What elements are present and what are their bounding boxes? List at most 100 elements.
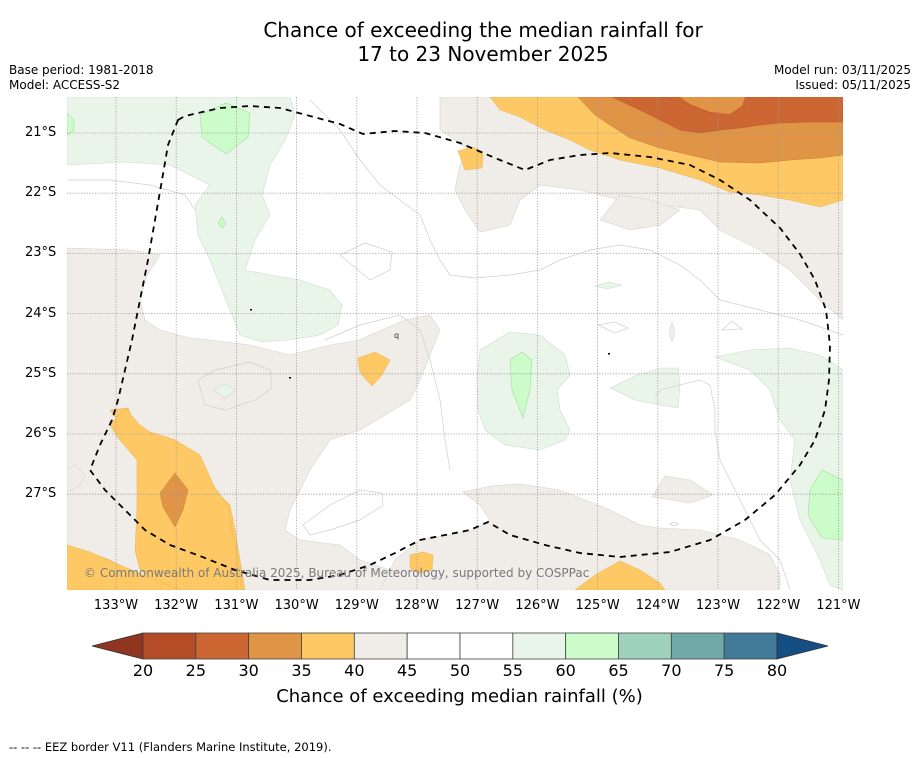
contour-10 (669, 521, 679, 527)
colorbar-bin (142, 632, 197, 660)
latitude-label: 23°S (25, 245, 57, 261)
colorbar-tick-label: 40 (344, 661, 365, 680)
green-patch-small-1 (213, 383, 236, 399)
colorbar-tick-label: 30 (238, 661, 259, 680)
eez-border (88, 105, 831, 581)
contour-4 (197, 361, 273, 411)
colorbar-bin (406, 632, 461, 660)
colorbar-tick-label: 75 (713, 661, 735, 680)
colorbar-tick-label: 80 (766, 661, 788, 680)
longitude-label: 130°W (274, 598, 319, 613)
longitude-label: 125°W (575, 598, 620, 613)
title-line-1: Chance of exceeding the median rainfall … (263, 18, 703, 42)
colorbar-bin (195, 632, 250, 660)
yellow-south-west-corner (67, 544, 181, 590)
colorbar-title: Chance of exceeding median rainfall (%) (276, 686, 643, 707)
colorbar-under-arrow (91, 632, 144, 660)
beige-patch-east (651, 475, 714, 504)
green2-west-edge (67, 112, 75, 137)
colorbar-bin (301, 632, 355, 660)
colorbar (91, 632, 829, 660)
green2-north (199, 102, 251, 155)
yellow-patch-center (357, 351, 391, 387)
stray-label: q (394, 331, 399, 340)
beige-west-edge (67, 464, 86, 493)
green-patch-small-2 (593, 281, 623, 290)
green2-east (807, 469, 843, 541)
orange-island (680, 97, 745, 114)
orange-southwest-blob (159, 472, 189, 528)
beige-patch-top (599, 194, 681, 231)
contour-9 (654, 379, 791, 590)
colorbar-bin (512, 632, 567, 660)
contour-5 (324, 314, 451, 471)
longitude-label: 132°W (154, 598, 199, 613)
colorbar-bin (459, 632, 514, 660)
longitude-label: 127°W (455, 598, 500, 613)
copyright-notice: © Commonwealth of Australia 2025, Bureau… (84, 566, 590, 580)
title-line-2: 17 to 23 November 2025 (357, 42, 609, 66)
colorbar-tick-label: 45 (396, 661, 418, 680)
gridlines (67, 97, 843, 590)
map-speck (289, 377, 291, 379)
contour-1 (67, 179, 196, 211)
contour-8 (721, 320, 743, 331)
longitude-label: 123°W (695, 598, 741, 613)
latitude-label: 22°S (25, 185, 57, 201)
issued-date: Issued: 05/11/2025 (795, 78, 911, 92)
colorbar-bin (670, 632, 725, 660)
longitude-label: 131°W (214, 598, 259, 613)
contour-7 (596, 321, 629, 334)
colorbar-tick-label: 55 (502, 661, 524, 680)
longitude-label: 133°W (93, 598, 139, 613)
colorbar-tick-label: 35 (291, 661, 312, 680)
longitude-label: 128°W (394, 598, 440, 613)
darkorange-northeast (611, 97, 843, 134)
colorbar-tick-label: 25 (185, 661, 207, 680)
colorbar-over-arrow (776, 632, 829, 660)
yellow-patch-south (409, 551, 434, 574)
latitude-label: 25°S (25, 365, 57, 381)
beige-south-center (379, 483, 781, 590)
meta-left: Base period: 1981-2018 Model: ACCESS-S2 (9, 63, 154, 93)
contour-6 (302, 489, 384, 536)
latitude-label: 21°S (25, 125, 57, 140)
region-25-30 (611, 97, 843, 134)
colorbar-tick-label: 60 (555, 661, 576, 680)
longitude-label: 126°W (515, 598, 560, 613)
colorbar-tick-label: 50 (449, 661, 471, 680)
colorbar-tick-label: 20 (132, 661, 154, 680)
colorbar-bin (618, 632, 672, 660)
model-run: Model run: 03/11/2025 (773, 63, 911, 77)
chart-title: Chance of exceeding the median rainfall … (0, 18, 919, 66)
latitude-label: 24°S (25, 305, 57, 321)
yellow-south-east (574, 560, 666, 590)
model-name: Model: ACCESS-S2 (9, 78, 121, 92)
map-speck (608, 353, 610, 355)
contour-3 (339, 242, 393, 281)
longitude-label: 129°W (334, 598, 379, 613)
colorbar-tick-label: 70 (661, 661, 682, 680)
colorbar-bin (723, 632, 778, 660)
contour-lines (67, 99, 843, 590)
green2-center (509, 351, 533, 419)
longitude-label: 122°W (756, 598, 801, 613)
green-east (713, 347, 843, 590)
colorbar-bin (353, 632, 408, 660)
colorbar-tick-label: 65 (608, 661, 629, 680)
longitude-label: 124°W (635, 598, 680, 613)
longitude-label: 121°W (816, 598, 861, 613)
green-patch-small-3 (668, 320, 676, 343)
eez-legend-note: -- -- -- EEZ border V11 (Flanders Marine… (9, 740, 332, 754)
colorbar-bin (248, 632, 302, 660)
latitude-label: 26°S (25, 426, 57, 441)
green-northwest (67, 97, 343, 343)
map-speck (250, 309, 252, 311)
region-60-65 (67, 102, 843, 541)
contour-2 (309, 99, 843, 336)
map-fill-layer: q (67, 97, 843, 590)
green2-tiny (217, 216, 227, 229)
colorbar-bin (565, 632, 619, 660)
meta-right: Model run: 03/11/2025 Issued: 05/11/2025 (774, 63, 911, 93)
